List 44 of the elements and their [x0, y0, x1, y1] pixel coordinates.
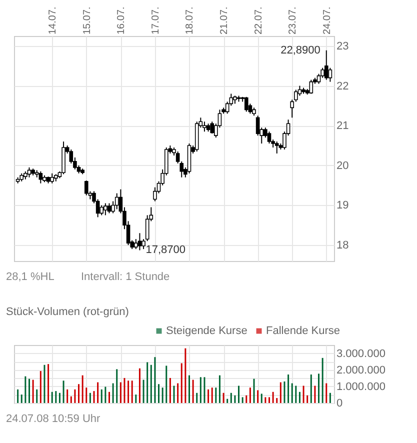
candlestick	[138, 232, 142, 251]
legend-label: Steigende Kurse	[166, 325, 248, 337]
x-tick-label: 22.07.	[253, 6, 264, 34]
candlestick	[38, 170, 43, 184]
candlestick	[84, 180, 88, 196]
y-tick-label: 20	[336, 160, 349, 172]
candlestick	[114, 192, 119, 210]
x-tick-label: 21.07.	[219, 6, 230, 34]
x-tick-label: 15.07.	[82, 6, 93, 34]
x-tick-label: 18.07.	[184, 6, 196, 34]
y-tick-label: 22	[336, 80, 349, 92]
x-tick-label: 23.07.	[288, 6, 299, 34]
x-tick-label: 24.07.	[322, 6, 333, 34]
y-tick-label: 19	[336, 200, 349, 212]
x-tick-label: 16.07.	[116, 6, 128, 34]
candlestick	[324, 50, 328, 80]
x-tick-label: 17.07.	[150, 6, 162, 34]
candlestick	[267, 131, 272, 144]
y-tick-label: 18	[336, 240, 349, 252]
text: 24.07.08 10:59 Uhr	[6, 413, 101, 425]
y-tick-label: 3.000.000	[336, 348, 386, 360]
legend-label: Fallende Kurse	[266, 325, 340, 337]
y-tick-label: 21	[336, 120, 349, 132]
candlestick	[210, 121, 214, 134]
candlestick	[202, 121, 206, 132]
annotation: 22,8900	[280, 44, 320, 56]
candlestick	[309, 79, 314, 94]
y-tick-label: 23	[336, 40, 349, 52]
text: 28,1 %HL	[6, 271, 54, 283]
y-tick-label: 2.000.000	[336, 364, 386, 376]
candlestick	[100, 204, 104, 216]
candlestick	[104, 202, 108, 216]
text: Intervall: 1 Stunde	[81, 271, 170, 283]
candlestick	[244, 96, 248, 112]
annotation: 17,8700	[146, 244, 186, 256]
candlestick	[328, 67, 332, 82]
candlestick	[107, 202, 112, 214]
y-tick-label: 1.000.000	[336, 380, 386, 393]
candlestick	[27, 166, 32, 178]
candlestick	[50, 172, 54, 184]
chart-title: Stück-Volumen (rot-grün)	[6, 306, 129, 318]
candlestick	[274, 141, 279, 154]
x-tick-label: 14.07.	[48, 6, 59, 34]
y-tick-label: 0	[336, 398, 343, 410]
